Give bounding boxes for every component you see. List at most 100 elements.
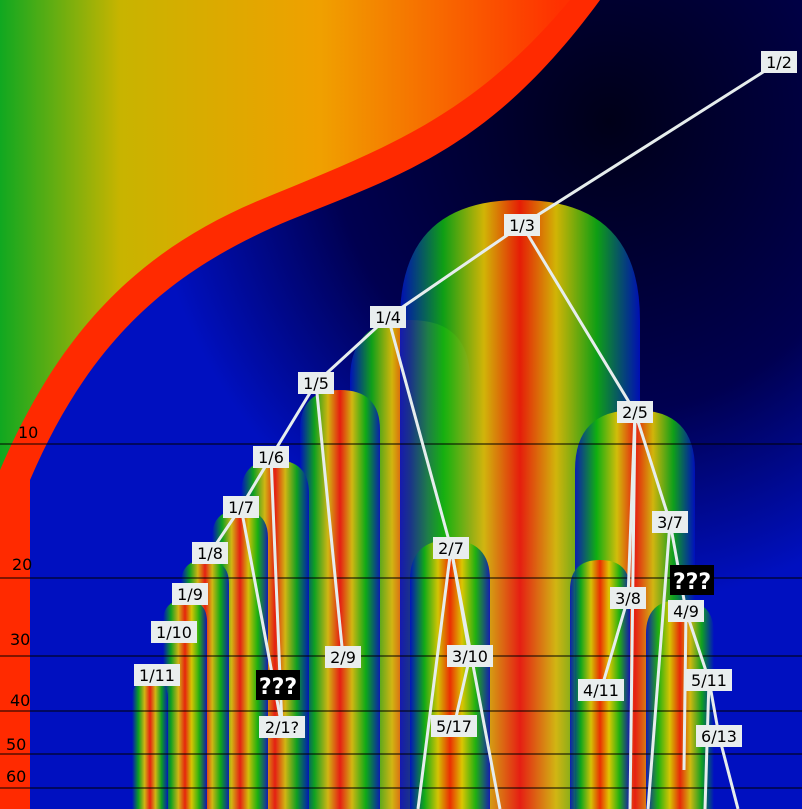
finger-lobe-11 [646, 600, 714, 809]
node-n-1-3: 1/3 [504, 214, 540, 236]
edge-n_4_9-n_5_11 [684, 610, 711, 681]
finger-lobe-4 [410, 540, 490, 809]
node-label-bg [259, 716, 305, 738]
axis-lines: 10 20 30 40 50 60 [0, 423, 802, 789]
node-label: 3/10 [452, 647, 488, 666]
edge-n_1_3-n_1_4 [387, 223, 523, 319]
edge-n_1_4-n_2_7 [386, 316, 453, 549]
axis-label-60: 60 [6, 767, 26, 786]
node-label-bg [652, 511, 688, 533]
node-label-bg [134, 664, 180, 686]
node-n-1-2: 1/2 [761, 51, 797, 73]
node-label-bg [578, 679, 624, 701]
node-label: 2/1? [265, 718, 299, 737]
node-label: 2/7 [438, 539, 464, 558]
node-n-4-9: 4/9 [668, 600, 704, 622]
node-label: 2/9 [330, 648, 356, 667]
node-label-bg [696, 725, 742, 747]
node-label-bg [223, 496, 259, 518]
node-label-bg [761, 51, 797, 73]
node-label: 4/9 [673, 602, 699, 621]
node-n-3-10: 3/10 [447, 645, 493, 667]
node-label-bg [447, 645, 493, 667]
node-label: 5/17 [436, 717, 472, 736]
node-label-bg [431, 715, 477, 737]
node-n-4-11: 4/11 [578, 679, 624, 701]
drop-line-4 [682, 610, 688, 771]
node-n-1-10: 1/10 [151, 621, 197, 643]
node-label: 4/11 [583, 681, 619, 700]
node-n-1-5: 1/5 [298, 372, 334, 394]
node-n-1-7: 1/7 [223, 496, 259, 518]
node-label-bg [172, 583, 208, 605]
drop-line-0 [416, 547, 453, 809]
node-n-1-11: 1/11 [134, 664, 180, 686]
node-n-1-9: 1/9 [172, 583, 208, 605]
node-n-3-7: 3/7 [652, 511, 688, 533]
node-label: 6/13 [701, 727, 737, 746]
edge-n_1_5-n_2_9 [314, 382, 345, 658]
node-label-bg [617, 401, 653, 423]
node-label-bg [151, 621, 197, 643]
node-n-3-8: 3/8 [610, 587, 646, 609]
edge-n_2_5-n_3_7 [633, 411, 672, 523]
node-n-2-11: 2/1? [259, 716, 305, 738]
axis-label-10: 10 [18, 423, 38, 442]
axis-label-40: 40 [10, 691, 30, 710]
node-label: 1/9 [177, 585, 203, 604]
node-label: 1/7 [228, 498, 254, 517]
node-n-1-8: 1/8 [192, 542, 228, 564]
node-n-2-5: 2/5 [617, 401, 653, 423]
axis-label-30: 30 [10, 630, 30, 649]
node-n-6-13: 6/13 [696, 725, 742, 747]
drop-line-6 [717, 735, 740, 809]
node-label: 1/2 [766, 53, 792, 72]
node-label-bg [325, 646, 361, 668]
node-label-bg [433, 537, 469, 559]
node-label-bg [668, 600, 704, 622]
finger-lobe-8 [163, 600, 207, 809]
node-n-1-6: 1/6 [253, 446, 289, 468]
node-label: 1/6 [258, 448, 284, 467]
node-label-bg [610, 587, 646, 609]
node-label: 1/4 [375, 308, 401, 327]
node-label: 3/7 [657, 513, 683, 532]
node-label-bg [298, 372, 334, 394]
node-n-5-17: 5/17 [431, 715, 477, 737]
node-label-bg [370, 306, 406, 328]
node-n-5-11: 5/11 [686, 669, 732, 691]
node-label-bg [504, 214, 540, 236]
node-label: 1/3 [509, 216, 535, 235]
unknown-marker-2-text: ??? [673, 570, 711, 595]
drop-line-2 [628, 411, 637, 809]
node-label: 3/8 [615, 589, 641, 608]
drop-line-1 [449, 547, 502, 809]
node-label: 1/5 [303, 374, 329, 393]
unknown-marker-1: ??? [256, 670, 300, 700]
edge-n_1_5-n_1_6 [269, 382, 318, 458]
node-label: 1/10 [156, 623, 192, 642]
unknown-marker-1-text: ??? [259, 675, 297, 700]
node-label: 1/11 [139, 666, 175, 685]
node-n-2-7: 2/7 [433, 537, 469, 559]
axis-label-50: 50 [6, 735, 26, 754]
edge-n_1_2-n_1_3 [521, 60, 780, 227]
finger-lobe-9 [132, 680, 168, 809]
drop-line-3 [646, 521, 672, 809]
node-label: 2/5 [622, 403, 648, 422]
node-label: 1/8 [197, 544, 223, 563]
edge-n_1_3-n_2_5 [520, 224, 637, 413]
node-label-bg [192, 542, 228, 564]
finger-lobe-3 [300, 390, 380, 809]
node-n-1-4: 1/4 [370, 306, 406, 328]
node-label-bg [686, 669, 732, 691]
node-label-bg [253, 446, 289, 468]
edge-n_3_10-n_5_17 [452, 655, 472, 727]
tree-nodes: 1/2 1/3 1/4 1/5 1/6 1/7 1/8 1/9 1/10 1/11 2/5 2/7 2/… [134, 51, 797, 747]
node-n-2-9: 2/9 [325, 646, 361, 668]
unknown-marker-2: ??? [670, 565, 714, 595]
edge-n_3_8-n_4_11 [599, 597, 630, 691]
axis-label-20: 20 [12, 555, 32, 574]
